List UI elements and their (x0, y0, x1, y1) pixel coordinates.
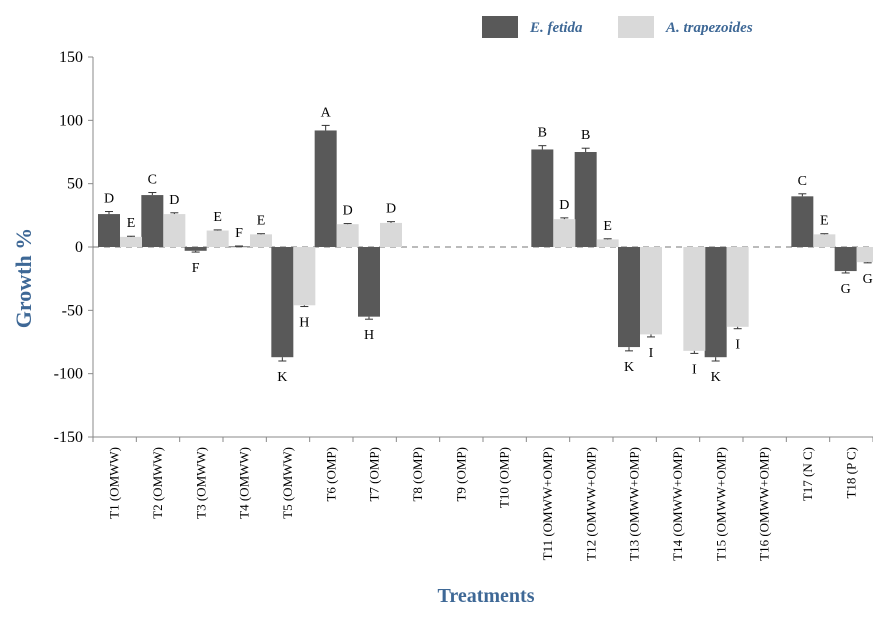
significance-letter: H (364, 328, 374, 343)
category-label: T6 (OMP) (323, 447, 338, 502)
legend-swatch (618, 16, 654, 38)
bar (683, 247, 706, 351)
significance-letter: I (692, 362, 697, 377)
significance-letter: D (169, 193, 179, 208)
y-tick-label: -150 (54, 429, 83, 446)
bar (358, 247, 380, 317)
category-label: T7 (OMP) (367, 447, 382, 502)
significance-letter: K (624, 360, 634, 375)
category-label: T3 (OMWW) (193, 447, 208, 519)
significance-letter: B (581, 128, 590, 143)
bar (314, 130, 337, 247)
category-label: T10 (OMP) (497, 447, 512, 508)
category-label: T11 (OMWW+OMP) (540, 447, 555, 560)
bar (553, 219, 576, 247)
bar (184, 247, 207, 251)
bar (791, 196, 814, 247)
significance-letter: E (213, 210, 222, 225)
bar (618, 247, 640, 348)
bar (726, 247, 749, 327)
bar (271, 247, 294, 358)
significance-letter: G (841, 282, 851, 297)
significance-letter: I (649, 346, 654, 361)
significance-letter: D (104, 192, 114, 207)
category-label: T2 (OMWW) (150, 447, 165, 519)
legend-swatch (482, 16, 518, 38)
category-label: T5 (OMWW) (280, 447, 295, 519)
bar (293, 247, 316, 306)
category-label: T1 (OMWW) (107, 447, 122, 519)
category-label: T14 (OMWW+OMP) (670, 447, 685, 561)
significance-letter: C (148, 173, 157, 188)
category-label: T18 (P C) (843, 447, 858, 499)
bar (640, 247, 662, 335)
y-tick-label: -50 (62, 302, 83, 319)
bar (163, 214, 186, 247)
bar (531, 149, 554, 247)
significance-letter: H (299, 316, 309, 331)
significance-letter: D (559, 198, 569, 213)
category-label: T4 (OMWW) (237, 447, 252, 519)
significance-letter: E (603, 219, 612, 234)
bar (834, 247, 857, 272)
category-label: T12 (OMWW+OMP) (583, 447, 598, 561)
category-label: T15 (OMWW+OMP) (713, 447, 728, 561)
bar (120, 236, 142, 247)
significance-letter: E (257, 214, 266, 229)
bar (228, 246, 250, 248)
category-label: T13 (OMWW+OMP) (627, 447, 642, 561)
significance-letter: G (863, 272, 873, 287)
bar (336, 224, 359, 247)
bar (380, 222, 402, 247)
bar (206, 230, 229, 247)
bar (574, 152, 597, 247)
bars (98, 124, 873, 362)
significance-letter: E (820, 214, 829, 229)
legend: E. fetida A. trapezoides (482, 16, 753, 38)
y-tick-label: 0 (75, 239, 83, 256)
significance-letter: K (711, 370, 721, 385)
significance-letter: D (386, 202, 396, 217)
significance-letter: E (127, 216, 136, 231)
legend-label: A. trapezoides (665, 20, 753, 36)
bar (856, 247, 873, 263)
bar (704, 247, 727, 358)
significance-letter: C (798, 174, 807, 189)
significance-letter: F (235, 226, 243, 241)
bar (596, 239, 619, 247)
bar (141, 195, 164, 247)
category-label: T16 (OMWW+OMP) (757, 447, 772, 561)
bar (98, 214, 120, 247)
y-tick-label: 150 (59, 49, 83, 66)
category-label: T8 (OMP) (410, 447, 425, 502)
significance-letter: K (277, 370, 287, 385)
significance-letter: D (343, 204, 353, 219)
significance-letter: F (192, 261, 200, 276)
significance-letter: B (538, 126, 547, 141)
legend-label: E. fetida (529, 20, 583, 36)
x-axis-title: Treatments (437, 585, 534, 607)
y-tick-label: -100 (54, 366, 83, 383)
y-tick-label: 50 (67, 176, 83, 193)
category-label: T9 (OMP) (453, 447, 468, 502)
bar (813, 234, 836, 247)
axes: 150 100 50 0 -50 -100 -150 T1 (OMWW) T2 (OMWW) T3… (54, 49, 873, 561)
y-axis-title: Growth % (11, 228, 36, 328)
category-label: T17 (N C) (800, 447, 815, 501)
significance-letter: I (735, 338, 740, 353)
bar (250, 234, 272, 247)
y-tick-label: 100 (59, 112, 83, 129)
significance-letter: A (321, 105, 332, 120)
